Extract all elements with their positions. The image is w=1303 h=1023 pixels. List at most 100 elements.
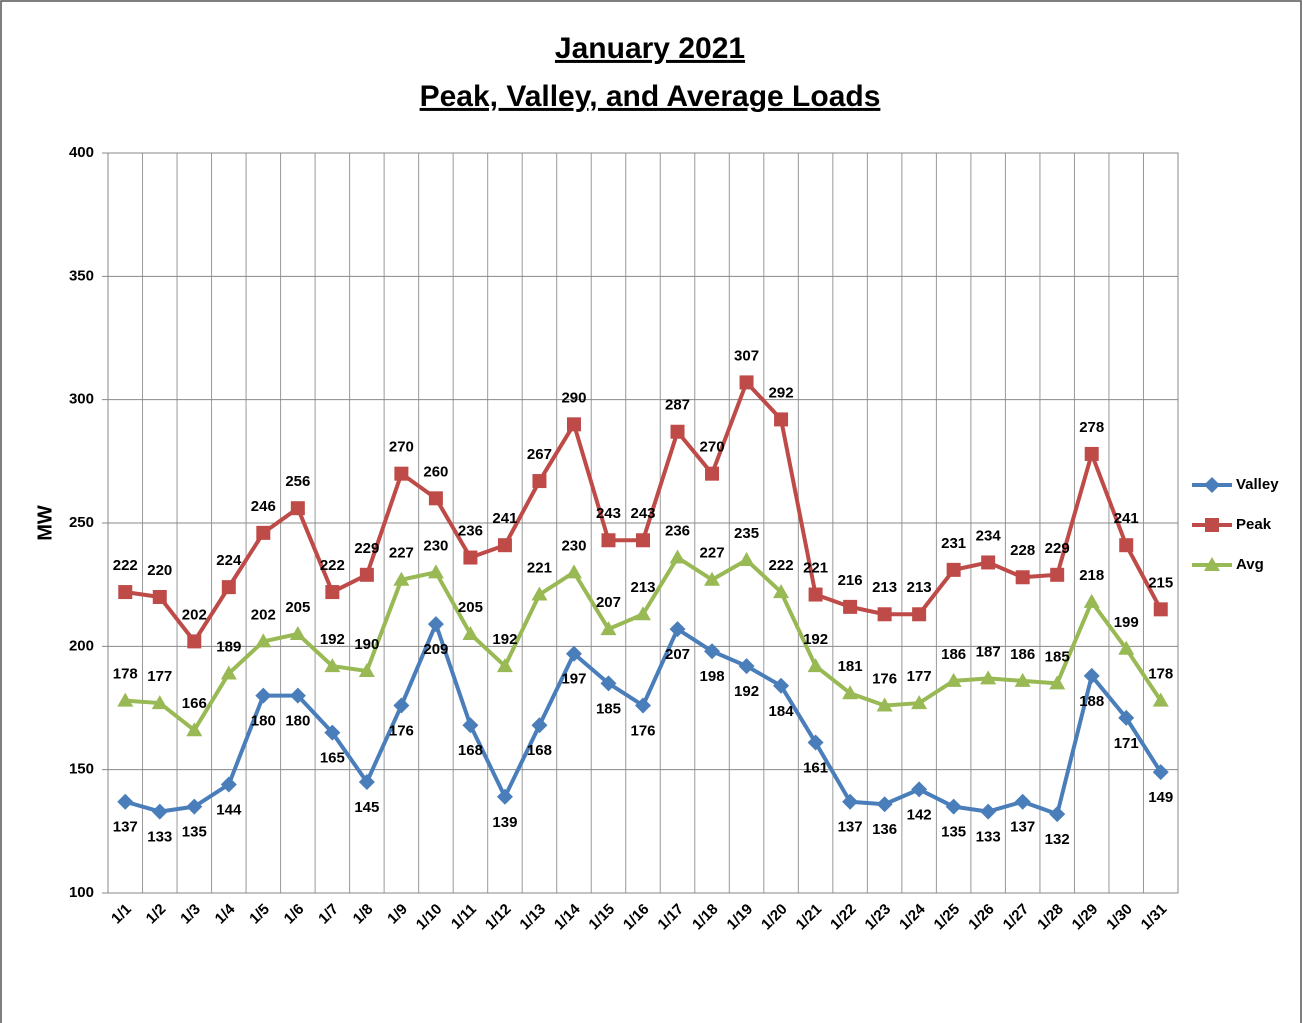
data-label: 220: [147, 562, 172, 579]
data-label: 176: [630, 723, 655, 740]
point: [842, 685, 859, 700]
point: [496, 788, 513, 805]
point: [358, 774, 375, 790]
data-label: 235: [734, 525, 759, 542]
point: [911, 695, 928, 710]
point: [1118, 640, 1135, 655]
point: [427, 564, 444, 579]
point: [117, 692, 134, 707]
point: [843, 599, 858, 614]
data-label: 187: [976, 643, 1001, 660]
data-label: 192: [734, 683, 759, 700]
point: [462, 626, 479, 640]
data-label: 135: [182, 824, 207, 841]
data-label: 136: [872, 821, 897, 838]
data-label: 243: [630, 505, 655, 522]
data-label: 267: [527, 446, 552, 463]
point: [531, 586, 548, 601]
point: [808, 587, 823, 602]
point: [945, 798, 962, 815]
data-label: 180: [285, 713, 310, 730]
data-label: 177: [907, 668, 932, 685]
point: [1118, 709, 1135, 726]
point: [1152, 692, 1169, 707]
data-label: 243: [596, 505, 621, 522]
data-label: 234: [976, 527, 1002, 544]
point: [1083, 667, 1100, 684]
point: [945, 672, 962, 687]
point: [1084, 446, 1099, 461]
data-label: 137: [1010, 819, 1035, 836]
data-label: 224: [216, 552, 242, 569]
data-label: 231: [941, 535, 966, 552]
point: [946, 562, 961, 577]
y-tick-label: 300: [69, 391, 94, 408]
point: [636, 533, 650, 548]
point: [463, 550, 478, 565]
legend-marker: [1205, 518, 1219, 532]
data-label: 230: [561, 537, 586, 554]
data-label: 270: [389, 439, 414, 456]
point: [669, 549, 686, 564]
data-label: 168: [458, 742, 483, 759]
point: [289, 687, 306, 704]
data-label: 197: [561, 671, 586, 688]
point: [980, 670, 997, 685]
data-label: 144: [216, 801, 242, 818]
data-label: 181: [838, 658, 863, 675]
data-label: 137: [838, 819, 863, 836]
data-label: 190: [354, 636, 379, 653]
data-label: 221: [803, 560, 828, 577]
point: [1152, 764, 1169, 781]
data-label: 202: [182, 606, 207, 623]
data-label: 137: [113, 819, 138, 836]
point: [256, 525, 271, 540]
y-tick-label: 250: [69, 514, 94, 531]
data-label: 176: [389, 723, 414, 740]
data-label: 205: [458, 599, 483, 616]
data-label: 209: [423, 641, 448, 658]
data-label: 222: [113, 557, 138, 574]
data-label: 278: [1079, 419, 1104, 436]
data-label: 133: [976, 829, 1001, 846]
point: [738, 658, 755, 675]
data-label: 307: [734, 347, 759, 364]
data-label: 178: [1148, 666, 1173, 683]
data-label: 180: [251, 713, 276, 730]
data-label: 221: [527, 560, 552, 577]
data-label: 178: [113, 666, 138, 683]
point: [981, 555, 996, 570]
data-label: 229: [1045, 540, 1070, 557]
data-label: 177: [147, 668, 172, 685]
data-label: 246: [251, 498, 276, 515]
point: [324, 724, 341, 741]
point: [255, 633, 272, 648]
point: [670, 424, 685, 439]
point: [773, 584, 790, 599]
data-label: 256: [285, 473, 310, 490]
data-label: 135: [941, 824, 966, 841]
data-label: 188: [1079, 693, 1104, 710]
point: [877, 607, 892, 622]
data-label: 139: [492, 814, 517, 831]
point: [565, 645, 582, 662]
data-label: 168: [527, 742, 552, 759]
point: [255, 687, 272, 704]
point: [151, 695, 168, 710]
y-tick-label: 350: [69, 267, 94, 284]
data-label: 207: [665, 646, 690, 663]
point: [1050, 567, 1065, 582]
data-label: 260: [423, 463, 448, 480]
point: [220, 776, 237, 793]
point: [531, 717, 548, 734]
data-label: 192: [492, 631, 517, 648]
point: [980, 803, 997, 820]
point: [635, 697, 651, 714]
point: [152, 590, 167, 604]
point: [1015, 570, 1030, 585]
data-label: 218: [1079, 567, 1104, 584]
data-label: 161: [803, 760, 828, 777]
data-label: 241: [1114, 510, 1139, 527]
